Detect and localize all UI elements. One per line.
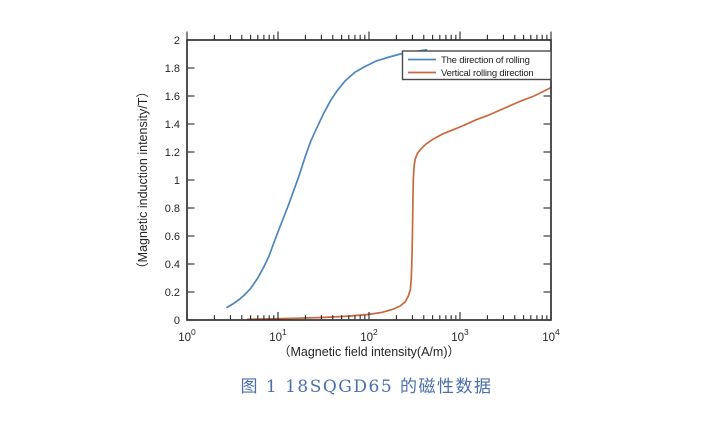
legend-entry-label: Vertical rolling direction <box>441 68 534 79</box>
figure-caption-text: 图 1 18SQGD65 的磁性数据 <box>240 377 493 397</box>
y-tick-label: 1 <box>174 175 180 187</box>
y-tick-label: 1.6 <box>165 91 180 103</box>
y-tick-label: 0.6 <box>165 231 180 243</box>
x-tick-exponent: 1 <box>282 327 287 337</box>
y-tick-label: 0 <box>174 315 180 327</box>
legend-entry-label: The direction of rolling <box>441 55 530 66</box>
y-tick-label: 2 <box>174 35 180 47</box>
legend: The direction of rolling Vertical rolling… <box>401 50 552 81</box>
x-tick-exponent: 4 <box>555 327 560 337</box>
y-tick-label: 0.8 <box>165 203 180 215</box>
x-tick-label: 104 <box>542 327 560 344</box>
x-tick-label: 101 <box>269 327 287 344</box>
y-tick-label: 0.2 <box>165 287 180 299</box>
y-tick-label: 1.2 <box>165 147 180 159</box>
x-tick-label: 102 <box>360 327 378 344</box>
series-line-vertical-direction <box>246 86 552 321</box>
x-tick-exponent: 2 <box>373 327 378 337</box>
y-axis-label: （Magnetic induction intensity/T） <box>136 85 150 275</box>
x-tick-label: 103 <box>451 327 469 344</box>
x-tick-label: 100 <box>178 327 196 344</box>
y-tick-label: 1.8 <box>165 63 180 75</box>
bh-curve-chart: 100 101 102 103 10400.20.40.60.811.21.41.61.… <box>136 31 560 359</box>
x-tick-exponent: 0 <box>191 327 196 337</box>
figure-caption: 图 1 18SQGD65 的磁性数据 <box>10 372 713 397</box>
y-tick-label: 0.4 <box>165 259 180 271</box>
x-tick-exponent: 3 <box>464 327 469 337</box>
series-line-rolling-direction <box>226 48 428 309</box>
legend-box <box>401 50 552 81</box>
x-axis-label: （Magnetic field intensity(A/m)） <box>278 345 460 359</box>
y-tick-label: 1.4 <box>165 119 180 131</box>
plot-border <box>186 39 552 321</box>
